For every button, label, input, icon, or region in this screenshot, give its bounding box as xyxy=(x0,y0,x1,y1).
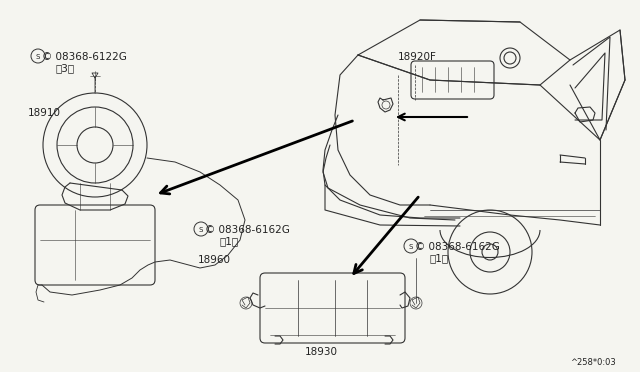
Text: 18920F: 18920F xyxy=(398,52,437,62)
Text: © 08368-6162G: © 08368-6162G xyxy=(415,242,500,252)
Text: 〈1〉: 〈1〉 xyxy=(220,236,239,246)
Text: （1）: （1） xyxy=(430,253,449,263)
Text: 18910: 18910 xyxy=(28,108,61,118)
Text: 〈3〉: 〈3〉 xyxy=(56,63,75,73)
Text: 18930: 18930 xyxy=(305,347,338,357)
Text: S: S xyxy=(409,244,413,250)
Text: © 08368-6162G: © 08368-6162G xyxy=(205,225,290,235)
Text: 18960: 18960 xyxy=(198,255,231,265)
Text: S: S xyxy=(36,54,40,60)
Text: ^258*0:03: ^258*0:03 xyxy=(570,358,616,367)
Text: © 08368-6122G: © 08368-6122G xyxy=(42,52,127,62)
Text: S: S xyxy=(199,227,203,233)
